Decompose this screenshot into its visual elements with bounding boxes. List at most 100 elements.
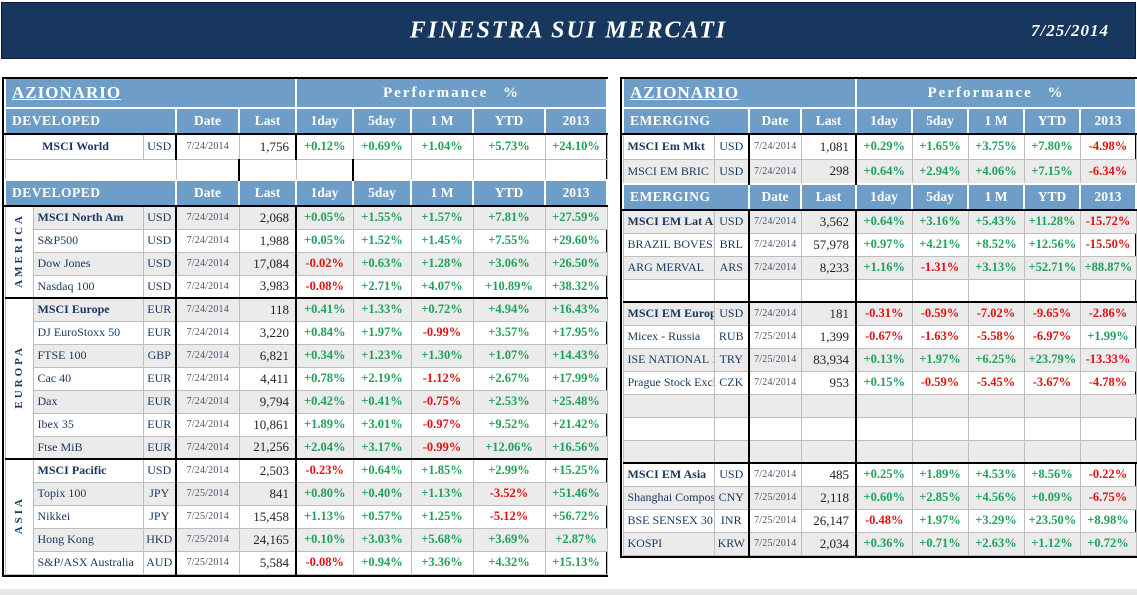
currency-cell: EUR — [142, 435, 177, 460]
column-header-ytd: YTD — [472, 107, 547, 135]
perf-cell-1day: -0.31% — [855, 301, 913, 326]
perf-cell-1m: +3.36% — [410, 550, 474, 575]
last-cell: 2,034 — [800, 531, 857, 556]
perf-cell-ytd: +23.79% — [1023, 347, 1081, 372]
perf-cell-1m — [967, 416, 1025, 441]
column-header-last: Last — [800, 183, 857, 211]
perf-cell-5day: +2.94% — [911, 158, 969, 185]
last-cell: 5,584 — [238, 550, 297, 575]
currency-cell: USD — [142, 205, 177, 230]
perf-cell-5day: +2.85% — [911, 485, 969, 510]
currency-cell — [713, 416, 750, 441]
date-cell: 7/25/2014 — [748, 531, 802, 556]
group-label: EMERGING — [622, 107, 750, 135]
perf-cell-5day — [911, 278, 969, 303]
table-row: Shanghai CompositeCNY7/25/20142,118+0.60… — [622, 485, 1137, 510]
perf-cell-5day: +1.65% — [911, 133, 969, 160]
report-title: FINESTRA SUI MERCATI — [409, 17, 728, 43]
date-cell: 7/25/2014 — [175, 527, 240, 552]
perf-cell-5day: +1.89% — [911, 462, 969, 487]
index-name-cell: MSCI Europe — [32, 297, 144, 322]
column-header-ytd: YTD — [1023, 183, 1081, 211]
currency-cell: USD — [713, 301, 750, 326]
perf-cell-2013: +15.13% — [544, 550, 608, 575]
region-label-text: EUROPA — [12, 344, 25, 409]
perf-cell-5day: +0.94% — [352, 550, 412, 575]
column-header-5day: 5day — [911, 107, 969, 135]
index-name-cell: S&P/ASX Australia — [32, 550, 144, 575]
date-cell: 7/24/2014 — [175, 320, 240, 345]
perf-cell-5day: -1.63% — [911, 324, 969, 349]
perf-cell-5day: +3.03% — [352, 527, 412, 552]
currency-cell: USD — [142, 274, 177, 299]
perf-cell-2013: +8.98% — [1079, 508, 1137, 533]
last-cell: 57,978 — [800, 232, 857, 257]
perf-cell-5day — [410, 158, 474, 181]
emerging-table-grid: AZIONARIO Performance % EMERGING Date La… — [622, 79, 1137, 556]
group-label: DEVELOPED — [4, 107, 177, 135]
perf-cell-ytd: +7.80% — [1023, 133, 1081, 160]
last-cell: 3,562 — [800, 209, 857, 234]
region-label: ASIA — [4, 458, 34, 575]
perf-cell-ytd — [1023, 439, 1081, 464]
index-name-cell: MSCI EM BRIC — [622, 158, 715, 185]
perf-cell-2013: +51.46% — [544, 481, 608, 506]
table-row: EUROPA MSCI Europe EUR 7/24/2014 118 +0.41% +1… — [4, 297, 608, 460]
index-name-cell: MSCI North Am — [32, 205, 144, 230]
currency-cell: USD — [713, 209, 750, 234]
index-name-cell: Shanghai Composite — [622, 485, 715, 510]
date-cell: 7/24/2014 — [748, 209, 802, 234]
table-row: Dow Jones USD 7/24/2014 17,084 -0.02% +0.63% +… — [5, 251, 608, 276]
azionario-title: AZIONARIO — [12, 83, 122, 102]
currency-cell: KRW — [713, 531, 750, 556]
perf-cell-1day: +0.25% — [855, 462, 913, 487]
perf-cell-1m — [472, 158, 546, 181]
perf-cell-ytd — [1023, 393, 1081, 418]
perf-cell-ytd: +9.52% — [472, 412, 546, 437]
index-name-cell: KOSPI — [622, 531, 715, 556]
spacer-row — [4, 158, 608, 181]
perf-cell-1day: -0.08% — [295, 274, 354, 299]
table-row: MSCI EM Europe USD 7/24/2014 181 -0.31% -0.59… — [622, 301, 1137, 326]
column-header-1m: 1 M — [410, 107, 475, 135]
performance-header: Performance % — [854, 79, 1137, 109]
perf-cell-2013 — [1079, 393, 1137, 418]
date-cell: 7/24/2014 — [175, 389, 240, 414]
perf-cell-ytd: -3.52% — [472, 481, 546, 506]
currency-cell: EUR — [142, 366, 177, 391]
column-header-1m: 1 M — [410, 179, 475, 207]
table-row: Prague Stock Exch. CZK 7/24/2014 953 +0.15% -… — [622, 370, 1137, 395]
perf-cell-1m: +1.04% — [410, 133, 474, 160]
region-label: EUROPA — [4, 297, 34, 460]
performance-header: Performance % — [295, 79, 609, 109]
perf-cell-2013: -2.86% — [1079, 301, 1137, 326]
last-cell — [800, 278, 857, 303]
perf-cell-1m: +0.72% — [410, 297, 474, 322]
index-name-cell: Cac 40 — [32, 366, 144, 391]
perf-cell-ytd: +3.06% — [472, 251, 546, 276]
perf-cell-1day: +0.80% — [295, 481, 354, 506]
perf-cell-1day: +0.05% — [295, 205, 354, 230]
index-name-cell: MSCI Em Mkt — [622, 133, 715, 160]
perf-cell-5day: -0.59% — [911, 301, 969, 326]
table-header-row: AZIONARIO Performance % — [622, 79, 1137, 109]
perf-cell-1day: +1.13% — [295, 504, 354, 529]
date-cell — [237, 158, 297, 181]
perf-cell-2013: +15.25% — [544, 458, 608, 483]
date-cell: 7/24/2014 — [748, 301, 802, 326]
spacer-row — [622, 278, 1137, 303]
perf-cell-ytd: +4.32% — [472, 550, 546, 575]
table-row: ISE NATIONAL 100TRY7/25/201483,934+0.13%… — [622, 347, 1137, 372]
last-cell: 6,821 — [238, 343, 297, 368]
index-name-cell: Topix 100 — [32, 481, 144, 506]
table-row: Nasdaq 100 USD 7/24/2014 3,983 -0.08% +2.71% +… — [5, 274, 608, 299]
last-cell: 2,068 — [238, 205, 297, 230]
perf-cell-5day: +1.97% — [911, 347, 969, 372]
index-name-cell — [4, 158, 177, 181]
perf-cell-2013: +14.43% — [544, 343, 608, 368]
perf-cell-5day: +1.23% — [352, 343, 412, 368]
perf-cell-ytd: +7.15% — [1023, 158, 1081, 185]
emerging-table: AZIONARIO Performance % EMERGING Date La… — [620, 77, 1137, 558]
table-row: Ibex 35 EUR 7/24/2014 10,861 +1.89% +3.01% -0.… — [5, 412, 608, 437]
perf-cell-1day: +0.34% — [295, 343, 354, 368]
